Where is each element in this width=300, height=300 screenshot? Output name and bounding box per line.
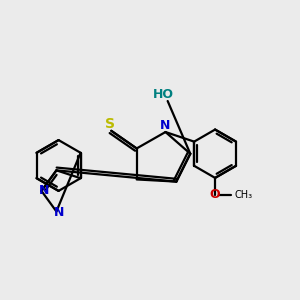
Text: O: O: [210, 188, 220, 201]
Text: CH₃: CH₃: [235, 190, 253, 200]
Text: HO: HO: [152, 88, 173, 101]
Text: N: N: [39, 184, 49, 197]
Text: N: N: [54, 206, 64, 219]
Text: S: S: [105, 117, 115, 131]
Text: N: N: [160, 119, 171, 132]
